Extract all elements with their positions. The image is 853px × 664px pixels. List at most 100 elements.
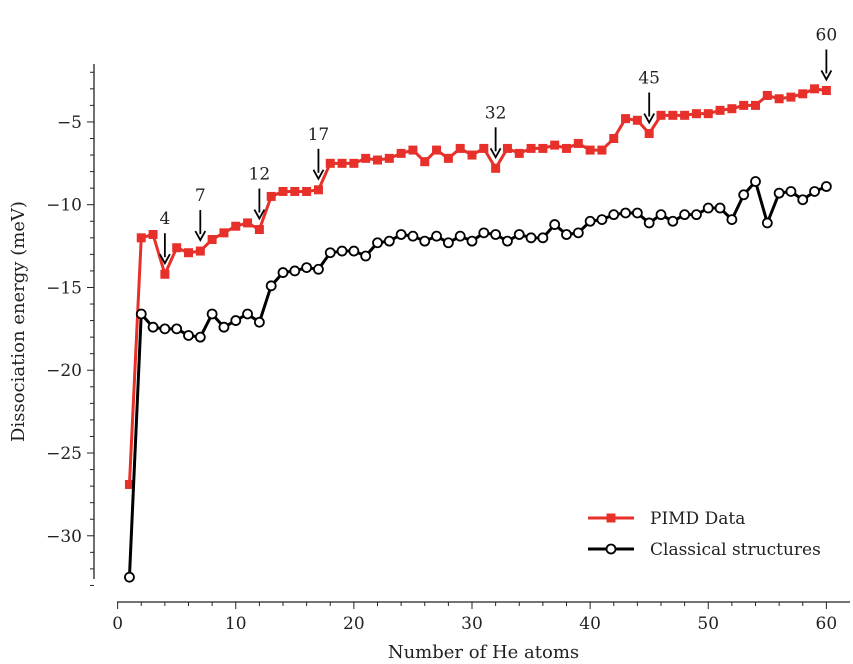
x-tick-label: 50 (697, 614, 719, 634)
data-point (750, 176, 761, 187)
annotation-label: 12 (249, 165, 271, 185)
data-point (751, 100, 760, 110)
data-point (644, 129, 654, 139)
annotation-arrow-head (194, 230, 207, 242)
data-point (373, 155, 382, 165)
y-tick-label: −15 (46, 278, 82, 298)
data-point (597, 145, 607, 155)
data-point (761, 217, 773, 229)
data-point (124, 479, 134, 489)
annotation-arrow-head (820, 70, 833, 82)
data-point (159, 323, 171, 335)
data-point (549, 219, 561, 230)
legend: PIMD Data Classical structures (588, 509, 821, 560)
data-point (253, 316, 265, 328)
data-point (773, 187, 785, 199)
data-point (679, 209, 691, 221)
data-point (302, 186, 312, 196)
annotation-arrow-head (253, 209, 266, 221)
data-point (360, 250, 372, 262)
annotation-arrow-head (159, 253, 171, 266)
data-point (432, 145, 442, 155)
annotation-label: 45 (638, 69, 660, 89)
y-tick-label: −10 (46, 196, 82, 216)
data-point (348, 245, 360, 257)
data-point (537, 232, 549, 244)
data-point (361, 153, 371, 163)
data-point (820, 181, 832, 192)
data-point (502, 143, 512, 153)
series-pimd (124, 84, 831, 489)
data-point (525, 232, 537, 244)
data-point (231, 221, 241, 231)
data-point (172, 243, 182, 253)
data-point (301, 262, 313, 274)
data-point (797, 194, 809, 206)
data-point (384, 153, 394, 163)
x-tick-label: 0 (112, 614, 123, 634)
data-point (609, 133, 619, 143)
data-point (562, 143, 571, 153)
data-point (407, 230, 419, 242)
data-point (337, 158, 347, 168)
data-point (442, 237, 454, 249)
legend-marker (605, 543, 617, 555)
data-point (821, 85, 831, 95)
y-tick-label: −25 (46, 444, 82, 464)
data-point (218, 321, 230, 333)
data-point (290, 186, 300, 196)
data-point (573, 138, 583, 148)
annotation-label: 17 (308, 125, 330, 145)
data-point (195, 246, 205, 256)
data-point (620, 207, 631, 219)
annotation-label: 60 (816, 25, 838, 45)
data-point (538, 143, 548, 153)
data-point (785, 186, 797, 197)
data-point (277, 267, 289, 278)
data-point (466, 235, 478, 247)
series-layer (124, 84, 832, 583)
data-point (479, 143, 489, 153)
data-point (467, 150, 477, 160)
data-point (631, 207, 643, 219)
annotation-label: 4 (159, 209, 170, 229)
data-point (561, 229, 572, 240)
data-point (147, 321, 159, 333)
data-point (230, 315, 242, 326)
data-point (184, 248, 193, 258)
data-point (324, 247, 336, 259)
data-point (455, 143, 465, 153)
data-point (278, 186, 288, 196)
data-point (478, 227, 490, 239)
y-tick-label: −20 (46, 361, 82, 381)
annotation-layer: 4 7 12 17 32 45 60 (159, 25, 838, 266)
data-point (396, 148, 406, 158)
data-point (160, 269, 170, 279)
data-point (502, 235, 513, 247)
annotation-arrow-head (643, 113, 655, 125)
data-point (148, 230, 158, 240)
data-point (572, 227, 584, 239)
annotation-arrow-head (489, 147, 502, 160)
x-tick-label: 60 (816, 614, 838, 634)
data-point (715, 105, 725, 115)
data-point (774, 94, 784, 104)
data-point (514, 148, 524, 158)
data-point (124, 571, 135, 583)
x-tick-label: 10 (225, 614, 247, 634)
data-point (183, 330, 194, 341)
data-point (584, 215, 596, 227)
data-point (513, 229, 525, 240)
data-point (526, 143, 536, 153)
data-point (313, 263, 324, 275)
annotation-label: 32 (485, 103, 507, 123)
data-point (419, 235, 431, 247)
data-point (336, 245, 348, 257)
data-point (550, 140, 560, 150)
legend-label: Classical structures (650, 540, 821, 560)
data-point (349, 158, 359, 168)
data-point (395, 229, 407, 240)
legend-marker (606, 513, 616, 523)
data-point (372, 237, 383, 249)
x-axis-label: Number of He atoms (388, 642, 579, 663)
